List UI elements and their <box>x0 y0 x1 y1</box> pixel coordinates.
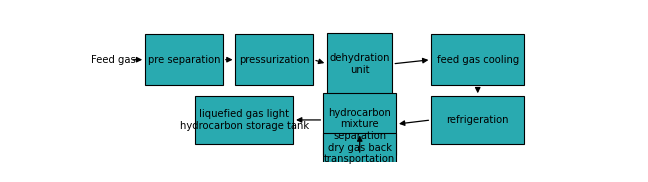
FancyBboxPatch shape <box>235 34 313 85</box>
FancyBboxPatch shape <box>195 96 293 144</box>
Text: pre separation: pre separation <box>148 55 220 65</box>
FancyBboxPatch shape <box>145 34 223 85</box>
Text: refrigeration: refrigeration <box>446 115 509 125</box>
FancyBboxPatch shape <box>323 93 396 155</box>
Text: feed gas cooling: feed gas cooling <box>437 55 519 65</box>
Text: dry gas back
transportation: dry gas back transportation <box>324 143 395 164</box>
Text: liquefied gas light
hydrocarbon storage tank: liquefied gas light hydrocarbon storage … <box>179 109 309 131</box>
Text: hydrocarbon
mixture
separation: hydrocarbon mixture separation <box>329 108 391 141</box>
FancyBboxPatch shape <box>327 33 393 95</box>
Text: pressurization: pressurization <box>239 55 310 65</box>
FancyBboxPatch shape <box>323 132 396 175</box>
Text: Feed gas: Feed gas <box>91 55 136 65</box>
FancyBboxPatch shape <box>432 34 524 85</box>
FancyBboxPatch shape <box>432 96 524 144</box>
Text: dehydration
unit: dehydration unit <box>329 53 390 75</box>
